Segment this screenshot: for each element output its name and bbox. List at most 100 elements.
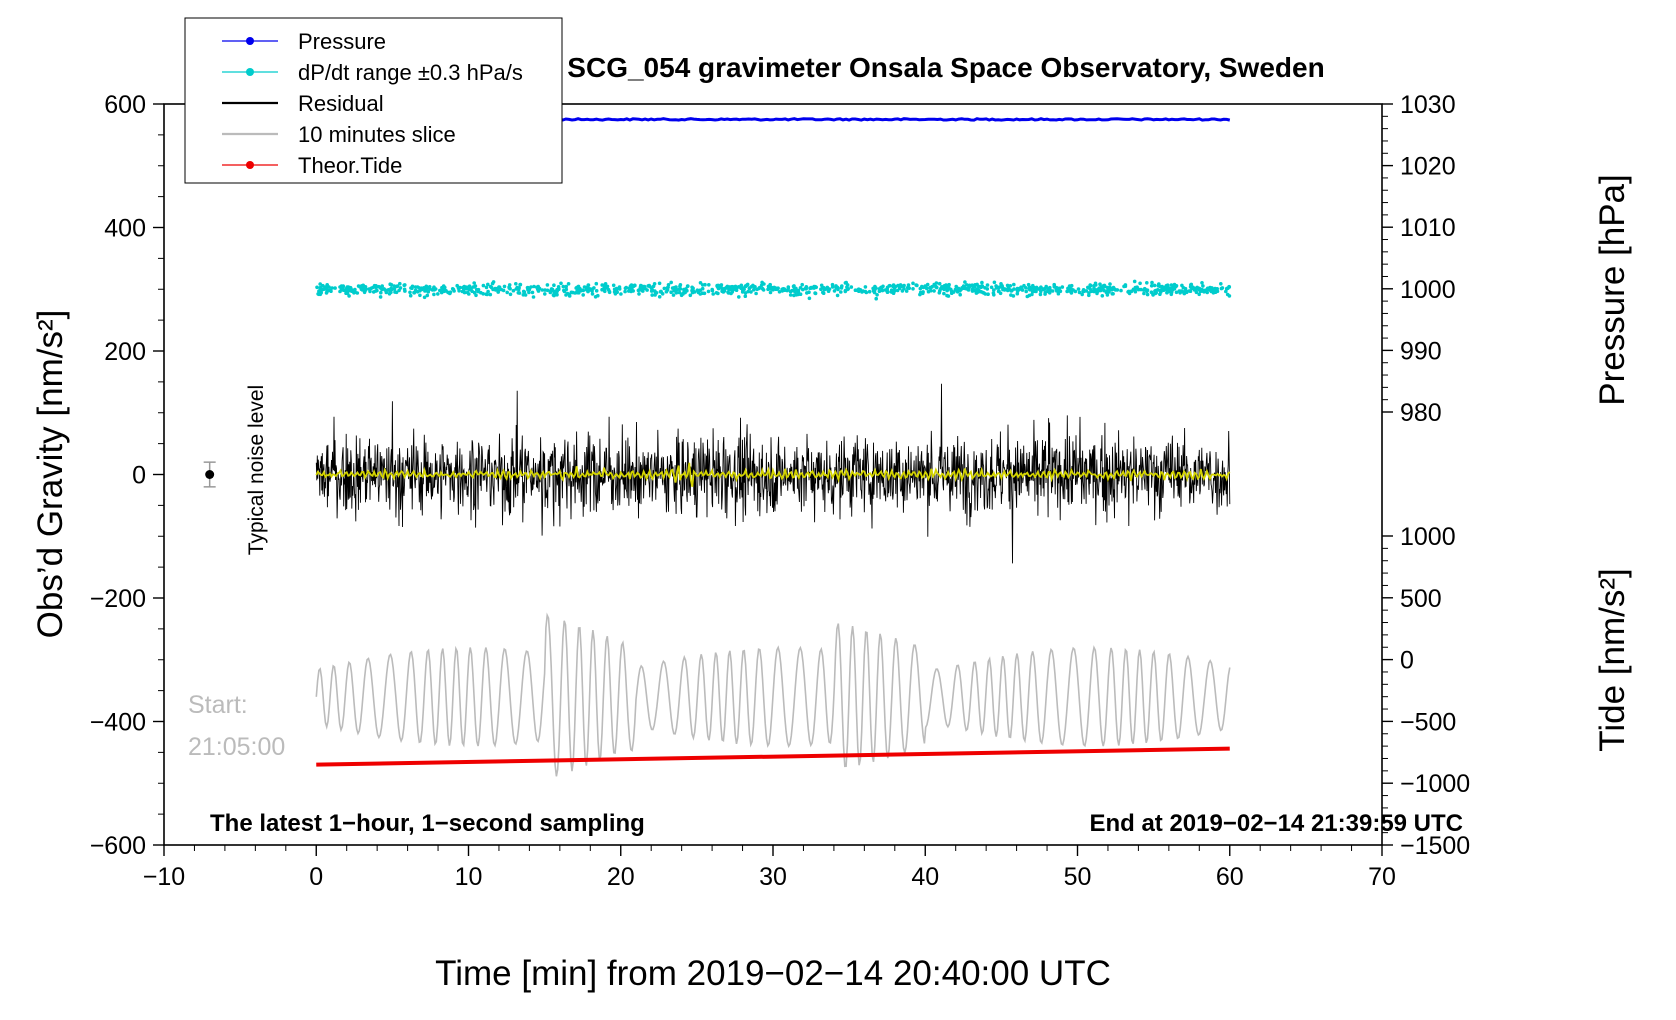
dpdt-point [1088,283,1093,288]
dpdt-point [992,280,997,285]
dpdt-point [1168,289,1173,294]
dpdt-point [929,288,933,293]
dpdt-point [362,290,367,295]
dpdt-point [902,286,906,291]
dpdt-point [706,289,711,294]
dpdt-point [1165,283,1170,288]
dpdt-point [979,284,984,288]
dpdt-point [849,285,854,289]
dpdt-point [975,282,979,287]
dpdt-point [710,287,714,292]
dpdt-point [891,291,896,296]
dpdt-point [315,285,319,290]
dpdt-point [807,290,811,295]
dpdt-point [338,285,342,289]
dpdt-point [590,287,594,292]
legend-marker [246,161,254,169]
dpdt-point [379,290,383,295]
dpdt-point [1165,290,1169,295]
dpdt-point [1077,290,1082,295]
y-pressure-tick-label: 1030 [1400,91,1456,119]
dpdt-point [1150,280,1154,285]
dpdt-point [566,282,571,286]
dpdt-point [530,290,535,295]
dpdt-point [731,287,736,292]
dpdt-point [1108,282,1112,286]
dpdt-point [484,285,489,290]
dpdt-point [457,289,461,293]
dpdt-point [1197,287,1202,292]
dpdt-point [757,285,762,290]
dpdt-point [424,289,428,293]
dpdt-point [674,288,679,292]
dpdt-point [1119,288,1123,293]
dpdt-point [474,293,478,298]
dpdt-point [719,283,724,287]
legend-label: dP/dt range ±0.3 hPa/s [298,60,523,85]
y-tide-tick-label: −1500 [1400,832,1470,860]
dpdt-point [911,287,915,291]
dpdt-point [803,286,808,291]
dpdt-point [674,291,679,295]
dpdt-point [1188,289,1192,293]
dpdt-point [761,288,766,292]
x-tick-label: 20 [607,863,635,891]
y-pressure-tick-label: 980 [1400,399,1442,427]
dpdt-point [410,284,415,289]
dpdt-point [1194,290,1199,295]
legend: Pressure dP/dt range ±0.3 hPa/s Residual 10… [184,17,563,184]
dpdt-point [545,283,550,287]
dpdt-point [1039,289,1043,294]
dpdt-point [1227,294,1232,298]
y-tide-tick-label: 0 [1400,647,1414,675]
dpdt-point [792,293,796,298]
dpdt-point [906,283,911,287]
dpdt-point [415,285,420,289]
dpdt-point [460,289,465,294]
dpdt-point [467,292,471,296]
y-axis-pressure-title: Pressure [hPa] [1593,174,1632,406]
dpdt-point [1028,287,1032,292]
dpdt-point [721,290,726,294]
slice-series [315,612,1231,777]
dpdt-point [508,292,513,297]
x-tick-label: 10 [455,863,483,891]
dpdt-point [942,291,946,296]
y-tide-tick-label: −1000 [1400,770,1470,798]
dpdt-point [1162,286,1166,291]
dpdt-point [1220,286,1225,290]
dpdt-point [390,287,394,292]
dpdt-point [1208,287,1212,292]
legend-label: Pressure [298,29,386,54]
dpdt-point [1149,290,1154,295]
dpdt-point [557,287,561,291]
dpdt-point [911,281,915,286]
dpdt-point [594,281,599,286]
dpdt-point [1159,290,1163,294]
dpdt-point [1080,292,1084,297]
dpdt-point [641,289,645,293]
chart-title: SCG_054 gravimeter Onsala Space Observat… [567,52,1324,83]
dpdt-point [963,280,967,284]
dpdt-point [813,291,817,295]
dpdt-point [408,293,413,298]
dpdt-point [937,291,942,295]
dpdt-point [880,288,885,293]
dpdt-point [925,282,930,287]
dpdt-point [839,286,844,290]
dpdt-point [380,284,385,288]
dpdt-point [392,284,397,288]
dpdt-point [682,287,686,292]
dpdt-point [576,284,581,289]
y-axis-left-title: Obs’d Gravity [nm/s²] [31,310,70,639]
dpdt-point [380,287,384,292]
dpdt-point [638,286,643,290]
dpdt-point [505,290,510,295]
dpdt-point [1200,281,1204,285]
dpdt-point [702,291,707,296]
dpdt-point [552,283,556,288]
dpdt-point [502,284,507,289]
dpdt-point [1024,289,1028,294]
dpdt-point [785,288,789,293]
dpdt-point [328,288,332,293]
